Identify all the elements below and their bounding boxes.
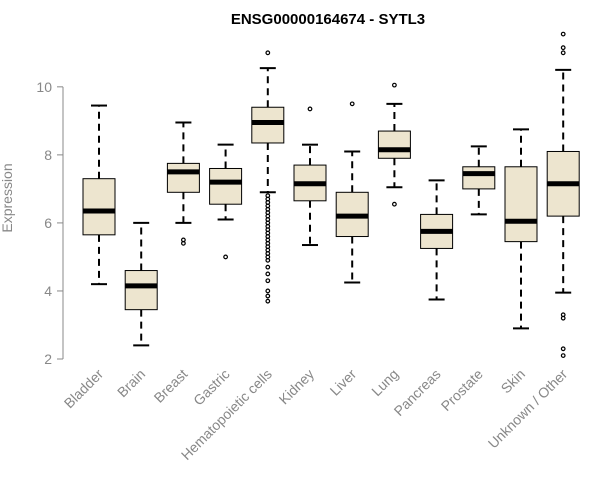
y-tick-label: 4	[44, 283, 52, 299]
x-tick-label: Unknown / Other	[485, 366, 571, 452]
box	[377, 130, 411, 159]
outlier-point	[560, 31, 566, 37]
y-tick-label: 8	[44, 147, 52, 163]
box-skin	[504, 128, 538, 330]
outlier-point	[265, 264, 271, 270]
box	[462, 166, 496, 190]
box-hematopoietic-cells	[251, 50, 285, 304]
x-tick-label: Prostate	[438, 366, 486, 414]
outlier-point	[560, 45, 566, 51]
outlier-point	[560, 346, 566, 352]
box-kidney	[293, 106, 327, 247]
box	[82, 178, 116, 236]
box	[166, 162, 200, 193]
outlier-point	[392, 201, 397, 207]
box	[251, 106, 285, 144]
outlier-point	[265, 271, 271, 277]
x-tick-label: Liver	[327, 366, 360, 399]
outlier-point	[392, 82, 397, 88]
box	[504, 166, 538, 243]
outlier-point	[349, 101, 355, 107]
y-tick-label: 10	[36, 79, 52, 95]
box-lung	[377, 82, 411, 207]
x-tick-label: Brain	[114, 366, 148, 400]
outlier-point	[265, 288, 271, 294]
box-brain	[124, 221, 158, 347]
boxplot-group	[82, 31, 580, 358]
outlier-point	[265, 50, 271, 56]
y-axis: 2 4 6 8 10	[36, 79, 64, 367]
outlier-point	[180, 237, 186, 243]
outlier-point	[265, 293, 271, 299]
box-liver	[335, 101, 369, 284]
x-tick-label: Breast	[151, 366, 191, 406]
x-tick-label: Kidney	[276, 366, 318, 408]
outlier-point	[560, 50, 566, 56]
box-breast	[166, 121, 200, 246]
outlier-point	[560, 315, 566, 321]
y-tick-label: 6	[44, 215, 52, 231]
outlier-point	[265, 257, 271, 263]
y-tick-label: 2	[44, 351, 52, 367]
x-tick-label: Bladder	[61, 366, 107, 412]
box-gastric	[209, 143, 243, 260]
box	[124, 270, 158, 311]
box-pancreas	[420, 179, 454, 301]
outlier-point	[265, 298, 271, 304]
box-prostate	[462, 145, 496, 216]
y-axis-label: Expression	[0, 163, 15, 232]
x-tick-label: Pancreas	[391, 366, 444, 419]
outlier-point	[223, 254, 229, 260]
outlier-point	[265, 278, 271, 284]
chart-title: ENSG00000164674 - SYTL3	[231, 11, 425, 28]
x-tick-label: Skin	[498, 366, 529, 397]
box-unknown-other	[546, 31, 580, 358]
x-tick-label: Lung	[368, 366, 401, 399]
box	[209, 167, 243, 205]
outlier-point	[307, 106, 313, 112]
outlier-point	[560, 353, 566, 358]
box-bladder	[82, 104, 116, 286]
